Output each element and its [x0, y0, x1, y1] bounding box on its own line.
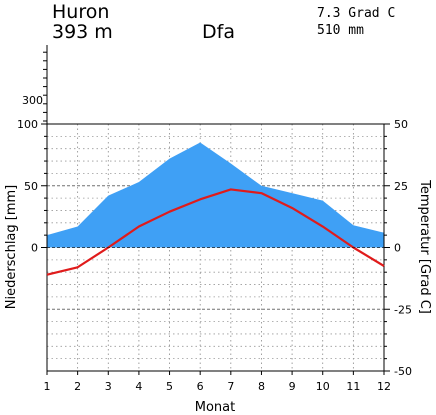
- x-tick-label: 10: [316, 380, 330, 393]
- x-tick-label: 8: [258, 380, 265, 393]
- x-tick-label: 1: [44, 380, 51, 393]
- station-name: Huron: [52, 1, 109, 23]
- x-axis-title: Monat: [195, 400, 235, 415]
- left-axis-title: Niederschlag [mm]: [4, 185, 19, 310]
- right-tick-label: 25: [394, 180, 408, 193]
- x-tick-label: 2: [74, 380, 81, 393]
- temperature-line-layer: [46, 188, 385, 276]
- x-tick-label: 5: [166, 380, 173, 393]
- x-tick-label: 11: [346, 380, 360, 393]
- right-tick-label: 0: [394, 242, 401, 255]
- x-tick-label: 3: [105, 380, 112, 393]
- temperature-line: [46, 188, 385, 276]
- x-tick-label: 7: [227, 380, 234, 393]
- right-axis-title: Temperatur [Grad C]: [417, 179, 432, 314]
- annual-precipitation: 510 mm: [317, 23, 364, 38]
- x-tick-label: 12: [377, 380, 391, 393]
- right-tick-label: -50: [394, 365, 412, 378]
- x-tick-label: 9: [289, 380, 296, 393]
- upper-scale-label: 300: [22, 94, 43, 107]
- right-tick-label: -25: [394, 303, 412, 316]
- left-tick-label: 50: [24, 180, 38, 193]
- station-elevation: 393 m: [52, 21, 113, 43]
- left-tick-label: 0: [31, 242, 38, 255]
- x-tick-label: 4: [135, 380, 142, 393]
- mean-temperature: 7.3 Grad C: [317, 6, 395, 21]
- left-tick-label: 100: [17, 118, 38, 131]
- climate-class: Dfa: [202, 21, 235, 43]
- right-tick-label: 50: [394, 118, 408, 131]
- x-tick-label: 6: [197, 380, 204, 393]
